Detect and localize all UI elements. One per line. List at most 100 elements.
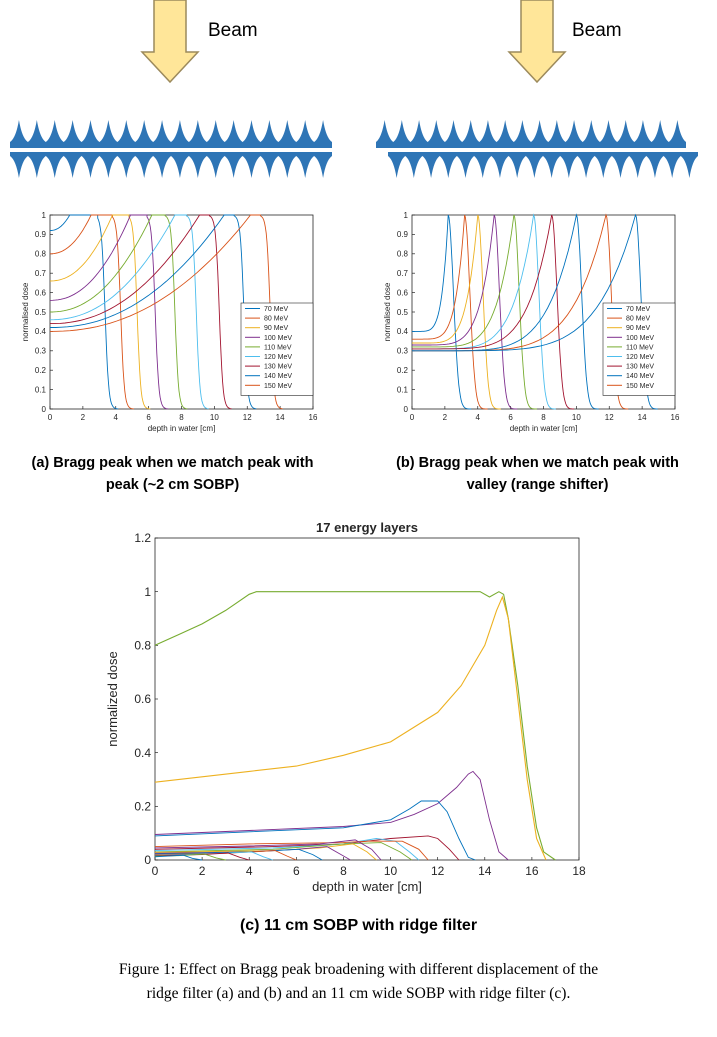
y-axis-label: normalised dose [383, 282, 392, 341]
y-tick-label: 1 [144, 585, 151, 599]
x-tick-label: 2 [199, 864, 206, 878]
x-tick-label: 16 [309, 413, 318, 422]
y-tick-label: 0 [42, 405, 47, 414]
legend: 70 MeV 80 MeV 90 MeV 100 MeV 110 MeV 120 MeV 1… [602, 302, 676, 396]
legend-entry: 150 MeV [626, 383, 654, 390]
chart-title: 17 energy layers [316, 520, 418, 535]
series-line [154, 591, 556, 861]
legend-entry: 140 MeV [626, 373, 654, 380]
legend-entry: 110 MeV [626, 344, 654, 351]
y-tick-label: 0.6 [35, 288, 47, 297]
x-tick-label: 6 [146, 413, 151, 422]
figure-caption-line2: ridge filter (a) and (b) and an 11 cm wi… [146, 985, 571, 1002]
y-tick-label: 0.5 [397, 308, 409, 317]
x-tick-label: 14 [478, 864, 492, 878]
y-tick-label: 0.8 [134, 639, 151, 653]
y-tick-label: 0.6 [134, 692, 151, 706]
series-line [49, 214, 151, 410]
y-axis-label: normalised dose [21, 282, 30, 341]
series-line [154, 848, 323, 861]
y-tick-label: 0.8 [35, 250, 47, 259]
x-tick-label: 4 [114, 413, 119, 422]
legend-entry: 100 MeV [626, 335, 654, 342]
legend-entry: 70 MeV [626, 306, 650, 313]
y-tick-label: 0.4 [397, 327, 409, 336]
chart-b: 0 2 4 6 8 10 12 14 16 0 0.1 0.2 0.3 0.4 0.5 0.6 0.7 0.8 0.… [383, 211, 680, 433]
y-tick-label: 0.9 [35, 230, 47, 239]
chart-a: 0 2 4 6 8 10 12 14 16 0 0.1 0.2 0.3 0.4 0.5 0.6 0.7 0.8 0.… [21, 211, 318, 433]
series-line [154, 842, 413, 861]
beam-arrow-b [507, 0, 567, 84]
y-tick-label: 0.3 [35, 347, 47, 356]
legend-entry: 90 MeV [264, 325, 288, 332]
caption-a-line2: peak (~2 cm SOBP) [105, 477, 240, 493]
y-tick-label: 0.7 [397, 269, 409, 278]
legend-entry: 130 MeV [264, 364, 292, 371]
x-tick-label: 6 [508, 413, 513, 422]
x-tick-label: 8 [179, 413, 184, 422]
legend-entry: 110 MeV [264, 344, 292, 351]
y-axis-label: normalized dose [105, 651, 120, 746]
x-tick-label: 12 [431, 864, 445, 878]
caption-b-line1: (b) Bragg peak when we match peak with [396, 455, 679, 471]
series-line [49, 214, 209, 410]
legend-entry: 120 MeV [626, 354, 654, 361]
series-line [154, 840, 429, 861]
series-line [154, 839, 382, 861]
x-tick-label: 8 [541, 413, 546, 422]
legend-entry: 120 MeV [264, 354, 292, 361]
y-tick-label: 1.2 [134, 531, 151, 545]
chart-c: 0 2 4 6 8 10 12 14 16 18 0 0.2 0.4 0.6 0.8 1 1.2 depth in… [105, 520, 586, 894]
figure-caption-line1: Figure 1: Effect on Bragg peak broadenin… [118, 961, 599, 978]
caption-b: (b) Bragg peak when we match peak with v… [365, 452, 710, 496]
x-tick-label: 2 [81, 413, 86, 422]
series-line [412, 214, 574, 410]
x-tick-label: 4 [476, 413, 481, 422]
y-tick-label: 0.6 [397, 288, 409, 297]
series-line [154, 770, 509, 861]
series-line [412, 214, 501, 410]
x-tick-label: 0 [152, 864, 159, 878]
series-line [154, 843, 377, 861]
y-tick-label: 0.2 [397, 366, 409, 375]
x-tick-label: 10 [384, 864, 398, 878]
x-tick-label: 12 [243, 413, 252, 422]
legend-entry: 80 MeV [264, 316, 288, 323]
beam-label-b: Beam [572, 20, 622, 41]
x-tick-label: 14 [638, 413, 647, 422]
caption-a-line1: (a) Bragg peak when we match peak with [31, 455, 314, 471]
x-axis-label: depth in water [cm] [312, 879, 422, 894]
x-tick-label: 0 [48, 413, 53, 422]
y-tick-label: 0.9 [397, 230, 409, 239]
plot-frame [154, 537, 580, 861]
y-tick-label: 1 [404, 211, 409, 220]
y-tick-label: 0.7 [35, 269, 47, 278]
y-tick-label: 0.5 [35, 308, 47, 317]
y-tick-label: 0.1 [35, 385, 47, 394]
ridge-bottom-row [10, 152, 332, 178]
x-tick-label: 16 [671, 413, 680, 422]
legend-entry: 80 MeV [626, 316, 650, 323]
beam-arrow-a [140, 0, 200, 84]
series-line [154, 595, 547, 861]
series-line [50, 214, 119, 410]
ridge-top-row [10, 120, 332, 148]
x-tick-label: 8 [340, 864, 347, 878]
y-tick-label: 1 [42, 211, 47, 220]
series-line [412, 214, 488, 410]
series-line [49, 214, 188, 410]
y-tick-label: 0.2 [35, 366, 47, 375]
y-tick-label: 0 [144, 853, 151, 867]
series-line [412, 214, 537, 410]
x-tick-label: 0 [410, 413, 415, 422]
series-line [412, 214, 472, 410]
beam-arrow-a-shape [140, 0, 200, 84]
y-tick-label: 0.3 [397, 347, 409, 356]
y-tick-label: 0 [404, 405, 409, 414]
y-tick-label: 0.1 [397, 385, 409, 394]
x-tick-label: 12 [605, 413, 614, 422]
caption-a: (a) Bragg peak when we match peak with p… [0, 452, 345, 496]
beam-arrow-b-shape [507, 0, 567, 84]
series-line [154, 854, 203, 861]
legend-entry: 70 MeV [264, 306, 288, 313]
